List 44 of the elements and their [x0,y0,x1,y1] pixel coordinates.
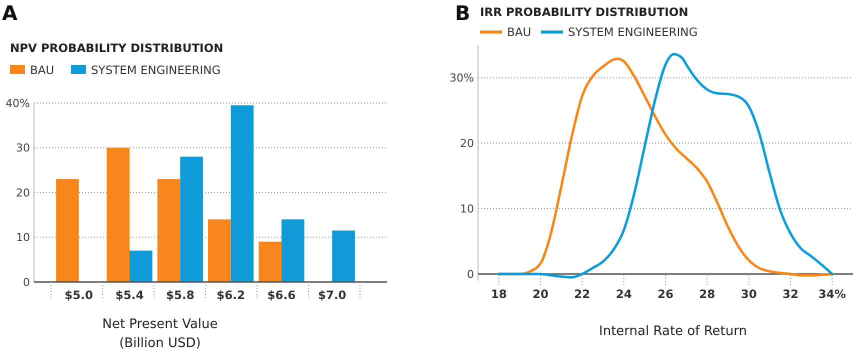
bar [130,250,152,282]
y-tick-label: 0 [467,268,474,281]
bar [106,148,130,282]
x-tick-label: $5.4 [115,288,144,302]
x-axis-title: Net Present Value (Billion USD) [102,317,218,351]
chart-title: NPV PROBABILITY DISTRIBUTION [10,41,224,55]
y-tick-label: 10 [16,231,30,244]
x-tick-label: 34% [818,286,846,301]
y-tick-label: 30% [450,72,474,85]
bar [208,219,231,282]
x-tick-label: $6.2 [216,288,246,302]
y-tick-label: 20 [460,136,474,150]
bar [281,219,304,282]
text: A [2,1,18,25]
legend-label: SYSTEM ENGINEERING [568,25,698,39]
x-tick-label: 22 [574,286,590,301]
bar [332,230,355,282]
x-tick-label: 28 [699,286,716,301]
x-tick-label: 18 [490,286,507,301]
bar [230,105,254,282]
y-tick-label: 20 [16,186,30,200]
chart-title: IRR PROBABILITY DISTRIBUTION [480,5,688,19]
x-tick-label: 32 [782,286,799,301]
x-tick-label: 30 [740,286,757,301]
x-tick-label: $5.8 [166,288,194,302]
x-axis-title: Internal Rate of Return [599,324,747,339]
x-tick-label: $5.0 [64,288,94,302]
text: B [455,1,470,25]
x-tick-label: 24 [616,286,632,301]
bar [56,179,79,282]
bar [157,179,180,282]
y-tick-label: 30 [16,142,30,155]
y-tick-label: 0 [23,276,30,289]
x-tick-label: $7.0 [318,288,346,302]
legend-label: SYSTEM ENGINEERING [91,63,221,77]
y-tick-label: 40% [6,96,30,110]
legend-label: BAU [30,63,54,77]
y-tick-label: 10 [460,202,474,216]
x-tick-label: 26 [657,286,674,301]
x-tick-label: $6.6 [267,288,296,302]
x-tick-label: 20 [532,286,549,301]
legend-label: BAU [507,25,532,39]
bar [258,242,282,282]
bar [180,156,203,282]
